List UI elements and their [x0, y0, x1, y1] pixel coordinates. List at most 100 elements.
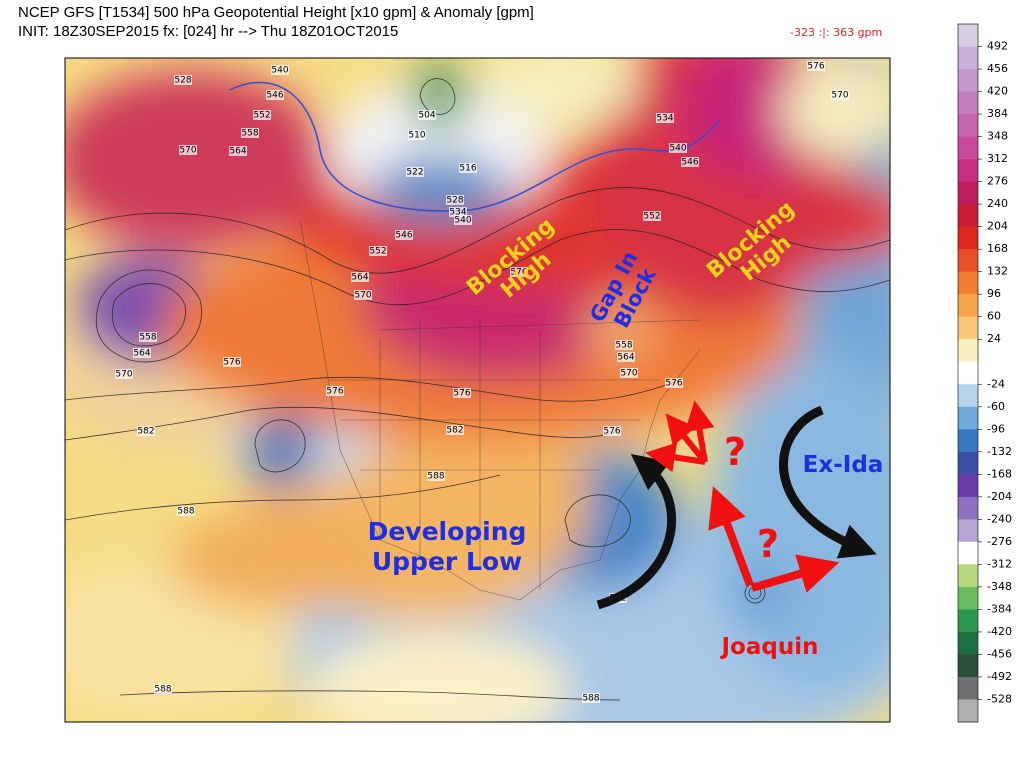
contour-label: 576	[223, 358, 240, 368]
colorbar-tick-label: 492	[987, 40, 1008, 53]
contour-label: 540	[454, 216, 471, 226]
contour-label: 576	[510, 268, 527, 278]
contour-label: 546	[681, 158, 698, 168]
colorbar-band	[958, 586, 978, 610]
contour-label-bg	[681, 157, 699, 167]
contour-label: 534	[656, 114, 673, 124]
colorbar-band	[958, 294, 978, 318]
contour-label: 510	[408, 131, 425, 141]
contour-label-bg	[665, 378, 683, 388]
colorbar-tick-label: 24	[987, 332, 1001, 345]
colorbar-band	[958, 249, 978, 273]
colorbar-band	[958, 91, 978, 115]
init-time: INIT: 18Z30SEP2015 fx: [024] hr --> Thu …	[18, 23, 398, 40]
colorbar-tick-label: -96	[987, 422, 1005, 435]
colorbar-tick-label: -348	[987, 580, 1012, 593]
contour-label: 588	[154, 685, 171, 695]
contour-label-bg	[454, 215, 472, 225]
annotation-line: Developing	[368, 517, 527, 546]
colorbar-frame	[957, 23, 979, 723]
contour-label-bg	[354, 290, 372, 300]
colorbar-band	[958, 384, 978, 408]
colorbar-tick-label: -492	[987, 670, 1012, 683]
colorbar-band	[958, 519, 978, 543]
colorbar-tick-label: -312	[987, 557, 1012, 570]
colorbar-tick-label: -420	[987, 625, 1012, 638]
contour-label-bg	[137, 426, 155, 436]
colorbar-band	[958, 474, 978, 498]
contour-label: 552	[369, 247, 386, 257]
annotation: Ex-Ida	[803, 452, 884, 478]
contour-label-bg	[615, 340, 633, 350]
contour-label-bg	[174, 75, 192, 85]
contour-label-bg	[266, 90, 284, 100]
colorbar-tick-label: 456	[987, 62, 1008, 75]
colorbar-band	[958, 609, 978, 633]
contour-label: 570	[115, 370, 132, 380]
colorbar-tick-label: 60	[987, 310, 1001, 323]
colorbar-tick-label: 348	[987, 130, 1008, 143]
contour-label-bg	[617, 352, 635, 362]
contour-label: 570	[179, 146, 196, 156]
colorbar-tick-label: 384	[987, 107, 1008, 120]
annotation: ?	[724, 430, 746, 474]
colorbar-band	[958, 204, 978, 228]
contour-label-bg	[133, 348, 151, 358]
contour-label: 576	[326, 387, 343, 397]
colorbar-band	[958, 406, 978, 430]
colorbar-tick-label: 420	[987, 85, 1008, 98]
colorbar-band	[958, 496, 978, 520]
colorbar-band	[958, 271, 978, 295]
contour-label: 522	[406, 168, 423, 178]
arrows	[596, 400, 877, 610]
contour-label: 564	[617, 353, 634, 363]
contour-label: 546	[266, 91, 283, 101]
contour-label: 576	[665, 379, 682, 389]
contour-label: 588	[582, 694, 599, 704]
contour-label-bg	[369, 246, 387, 256]
map: 5285405465525585645705045105165225285345…	[65, 58, 890, 722]
colorbar-band	[958, 631, 978, 655]
contour-label-bg	[807, 61, 825, 71]
contour-label-bg	[453, 388, 471, 398]
contour-label-bg	[139, 332, 157, 342]
contour-label-bg	[177, 506, 195, 516]
annotation: Developing Upper Low	[368, 517, 527, 576]
colorbar-tick-label: -168	[987, 467, 1012, 480]
contour-label-bg	[229, 146, 247, 156]
colorbar-tick-label: 240	[987, 197, 1008, 210]
colorbar-tick-label: -60	[987, 400, 1005, 413]
colorbar-tick-label: 312	[987, 152, 1008, 165]
contour-label: 528	[446, 196, 463, 206]
colorbar-tick-label: 132	[987, 265, 1008, 278]
contour-label: 558	[139, 333, 156, 343]
contour-label: 570	[620, 369, 637, 379]
contour-label-bg	[408, 130, 426, 140]
contour-label: 588	[427, 472, 444, 482]
contour-label: 564	[133, 349, 150, 359]
contour-label: 576	[807, 62, 824, 72]
colorbar-band	[958, 429, 978, 453]
contour-label: 558	[615, 341, 632, 351]
contour-label-bg	[115, 369, 133, 379]
contour-label-bg	[446, 195, 464, 205]
contour-label-bg	[271, 65, 289, 75]
contour-label-bg	[831, 90, 849, 100]
contour-label: 576	[453, 389, 470, 399]
contour-label: 582	[137, 427, 154, 437]
contour-label: 534	[449, 208, 466, 218]
colorbar-band	[958, 339, 978, 363]
contour-label: 576	[603, 427, 620, 437]
contour-label-bg	[510, 267, 528, 277]
contour-label: 570	[354, 291, 371, 301]
contour-label: 540	[271, 66, 288, 76]
contour-label: 564	[229, 147, 246, 157]
contour-label-bg	[603, 426, 621, 436]
colorbar-band	[958, 69, 978, 93]
contour-label-bg	[154, 684, 172, 694]
contour-label: 588	[177, 507, 194, 517]
colorbar-band	[958, 46, 978, 70]
colorbar-band	[958, 699, 978, 723]
colorbar-tick-label: -132	[987, 445, 1012, 458]
